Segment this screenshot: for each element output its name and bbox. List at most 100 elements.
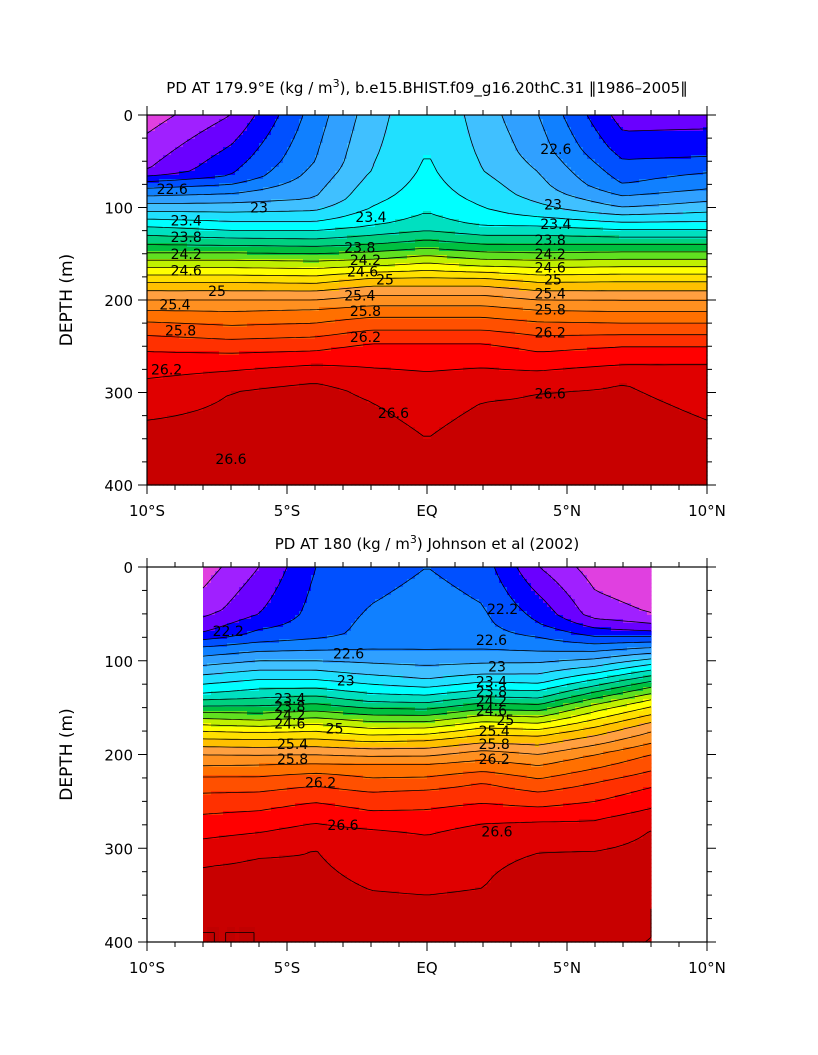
- field-cell: [671, 123, 676, 128]
- field-cell: [687, 147, 692, 152]
- field-cell: [627, 239, 632, 244]
- field-cell: [687, 187, 692, 192]
- field-cell: [411, 235, 416, 240]
- field-cell: [699, 163, 704, 168]
- field-cell: [683, 231, 688, 236]
- field-cell: [583, 171, 588, 176]
- field-cell: [379, 215, 384, 220]
- field-cell: [567, 247, 572, 252]
- field-cell: [443, 175, 448, 180]
- field-cell: [319, 191, 324, 196]
- field-cell: [459, 155, 464, 160]
- field-cell: [455, 163, 460, 168]
- field-cell: [263, 163, 268, 168]
- field-cell: [435, 239, 440, 244]
- field-cell: [259, 151, 264, 156]
- field-cell: [535, 131, 540, 136]
- field-cell: [347, 231, 352, 236]
- field-cell: [591, 127, 596, 132]
- field-cell: [575, 155, 580, 160]
- field-cell: [703, 151, 708, 156]
- field-cell: [455, 235, 460, 240]
- field-cell: [179, 199, 184, 204]
- field-cell: [603, 155, 608, 160]
- field-cell: [315, 239, 320, 244]
- field-cell: [219, 215, 224, 220]
- field-cell: [259, 167, 264, 172]
- field-cell: [287, 231, 292, 236]
- field-cell: [355, 123, 360, 128]
- field-cell: [455, 171, 460, 176]
- field-cell: [667, 127, 672, 132]
- field-cell: [379, 251, 384, 256]
- field-cell: [583, 223, 588, 228]
- field-cell: [523, 123, 528, 128]
- field-cell: [691, 215, 696, 220]
- field-cell: [443, 207, 448, 212]
- field-cell: [547, 115, 552, 120]
- field-cell: [655, 215, 660, 220]
- field-cell: [403, 155, 408, 160]
- field-cell: [683, 119, 688, 124]
- field-cell: [655, 175, 660, 180]
- field-cell: [147, 163, 152, 168]
- field-cell: [615, 203, 620, 208]
- field-cell: [543, 243, 548, 248]
- field-cell: [299, 175, 304, 180]
- field-cell: [195, 211, 200, 216]
- field-cell: [551, 207, 556, 212]
- field-cell: [355, 183, 360, 188]
- field-cell: [395, 187, 400, 192]
- field-cell: [363, 199, 368, 204]
- field-cell: [371, 187, 376, 192]
- field-cell: [495, 115, 500, 120]
- field-cell: [619, 191, 624, 196]
- field-cell: [335, 127, 340, 132]
- field-cell: [279, 231, 284, 236]
- field-cell: [511, 163, 516, 168]
- field-cell: [451, 167, 456, 172]
- field-cell: [495, 243, 500, 248]
- field-cell: [179, 155, 184, 160]
- field-cell: [319, 215, 324, 220]
- field-cell: [463, 183, 468, 188]
- field-cell: [375, 215, 380, 220]
- field-cell: [159, 215, 164, 220]
- field-cell: [179, 247, 184, 252]
- field-cell: [603, 199, 608, 204]
- field-cell: [331, 255, 336, 260]
- field-cell: [479, 199, 484, 204]
- field-cell: [547, 127, 552, 132]
- field-cell: [387, 191, 392, 196]
- field-cell: [159, 195, 164, 200]
- field-cell: [427, 175, 432, 180]
- field-cell: [351, 143, 356, 148]
- field-cell: [255, 151, 260, 156]
- field-cell: [315, 235, 320, 240]
- field-cell: [611, 135, 616, 140]
- field-cell: [503, 207, 508, 212]
- field-cell: [167, 191, 172, 196]
- field-cell: [623, 223, 628, 228]
- field-cell: [503, 171, 508, 176]
- field-cell: [279, 211, 284, 216]
- field-cell: [611, 247, 616, 252]
- field-cell: [403, 243, 408, 248]
- field-cell: [323, 143, 328, 148]
- field-cell: [171, 159, 176, 164]
- field-cell: [307, 215, 312, 220]
- field-cell: [663, 251, 668, 256]
- field-cell: [471, 191, 476, 196]
- field-cell: [591, 211, 596, 216]
- field-cell: [151, 215, 156, 220]
- field-cell: [679, 207, 684, 212]
- field-cell: [595, 135, 600, 140]
- field-cell: [591, 131, 596, 136]
- field-cell: [611, 167, 616, 172]
- field-cell: [383, 231, 388, 236]
- field-cell: [603, 247, 608, 252]
- field-cell: [207, 139, 212, 144]
- field-cell: [291, 143, 296, 148]
- field-cell: [491, 147, 496, 152]
- field-cell: [431, 211, 436, 216]
